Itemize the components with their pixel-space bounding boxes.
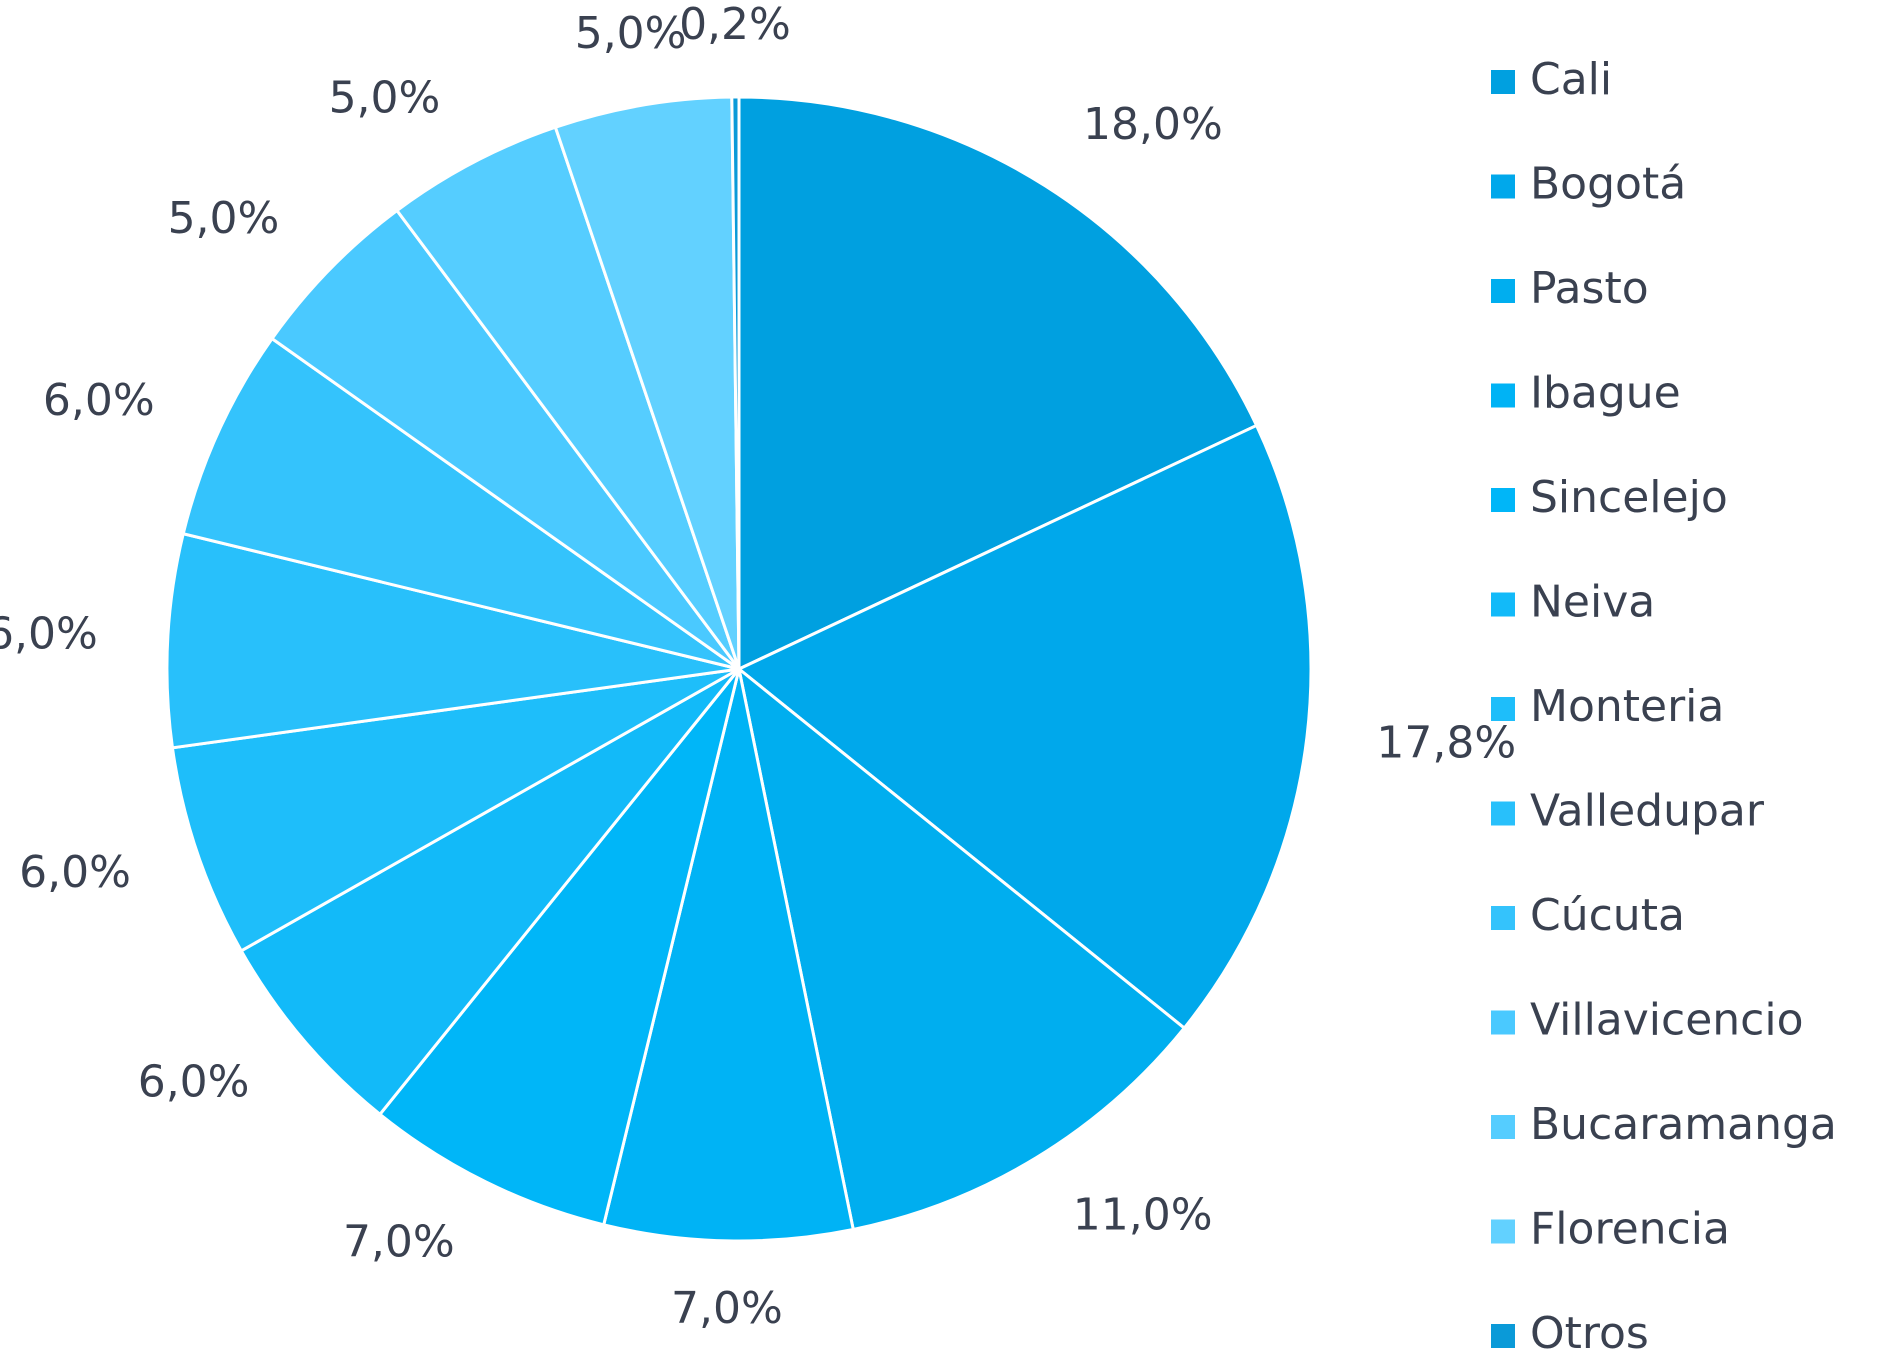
legend-swatch	[1491, 1219, 1515, 1244]
pie-slice	[377, 668, 741, 1227]
legend-label: Cali	[1530, 54, 1612, 105]
pie-slice	[181, 336, 740, 671]
data-label: 6,0%	[0, 609, 98, 660]
pie-slice	[239, 667, 741, 1117]
legend-swatch	[1491, 592, 1515, 617]
data-label: 11,0%	[1073, 1189, 1213, 1240]
data-label: 7,0%	[343, 1217, 455, 1268]
pie-slice	[165, 531, 740, 750]
data-label: 18,0%	[1083, 99, 1223, 150]
legend-swatch	[1491, 1010, 1515, 1035]
pie-slice	[736, 423, 1313, 1031]
pie-slice	[394, 125, 741, 670]
data-label: 7,0%	[671, 1283, 783, 1334]
legend-label: Bucaramanga	[1530, 1099, 1837, 1150]
legend-label: Florencia	[1530, 1204, 1730, 1255]
legend-swatch	[1491, 1115, 1515, 1139]
data-label: 5,0%	[329, 73, 441, 124]
legend-swatch	[1491, 174, 1515, 199]
legend-swatch	[1491, 906, 1515, 930]
pie-slice	[736, 665, 1187, 1232]
legend-label: Neiva	[1530, 577, 1655, 628]
pie-slice	[601, 668, 856, 1243]
legend-label: Ibague	[1530, 368, 1681, 419]
pie-slice	[730, 95, 741, 670]
legend-label: Pasto	[1530, 263, 1649, 314]
data-label: 5,0%	[168, 193, 280, 244]
legend-swatch	[1491, 801, 1515, 826]
legend-label: Cúcuta	[1530, 890, 1685, 941]
legend-label: Valledupar	[1530, 786, 1765, 837]
legend-swatch	[1491, 697, 1515, 721]
legend-swatch	[1491, 383, 1515, 408]
legend-label: Sincelejo	[1530, 472, 1728, 523]
data-label: 0,2%	[679, 0, 791, 50]
pie-slice	[737, 95, 1259, 672]
data-label: 6,0%	[19, 847, 131, 898]
data-label: 6,0%	[138, 1056, 250, 1107]
pie-slice	[269, 208, 741, 671]
legend-label: Otros	[1530, 1308, 1649, 1355]
data-label: 5,0%	[575, 8, 687, 59]
legend-label: Villavicencio	[1530, 995, 1804, 1046]
data-label: 17,8%	[1376, 717, 1516, 768]
legend-label: Monteria	[1530, 681, 1724, 732]
pie-slice	[553, 95, 741, 670]
legend-swatch	[1491, 488, 1515, 512]
legend-swatch	[1491, 279, 1515, 303]
legend-swatch	[1491, 70, 1515, 94]
legend-swatch	[1491, 1324, 1515, 1348]
pie-slice	[170, 667, 740, 953]
data-label: 6,0%	[43, 375, 155, 426]
legend-label: Bogotá	[1530, 159, 1686, 210]
